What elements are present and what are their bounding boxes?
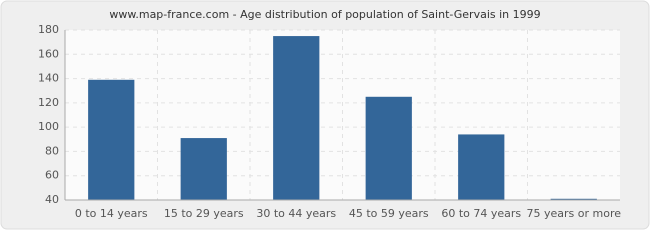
x-tick-label: 60 to 74 years — [441, 207, 521, 220]
bar — [273, 36, 320, 201]
chart: www.map-france.com - Age distribution of… — [0, 0, 650, 230]
y-tick-label: 160 — [38, 47, 59, 60]
y-tick-label: 80 — [45, 144, 59, 157]
x-tick-label: 45 to 59 years — [349, 207, 429, 220]
chart-title: www.map-france.com - Age distribution of… — [109, 8, 540, 21]
y-tick-label: 180 — [38, 23, 59, 36]
x-tick-label: 15 to 29 years — [164, 207, 244, 220]
x-tick-label: 0 to 14 years — [75, 207, 148, 220]
page: www.map-france.com - Age distribution of… — [0, 0, 650, 230]
plot-area — [65, 30, 620, 200]
y-tick-label: 140 — [38, 72, 59, 85]
y-tick-label: 120 — [38, 96, 59, 109]
y-tick-label: 100 — [38, 120, 59, 133]
bar — [88, 79, 135, 200]
bar — [550, 198, 597, 200]
bar — [180, 138, 227, 200]
bar — [365, 96, 412, 200]
y-tick-label: 40 — [45, 193, 59, 206]
x-tick-label: 30 to 44 years — [256, 207, 336, 220]
y-tick-label: 60 — [45, 169, 59, 182]
bar — [458, 134, 505, 200]
x-tick-label: 75 years or more — [526, 207, 621, 220]
